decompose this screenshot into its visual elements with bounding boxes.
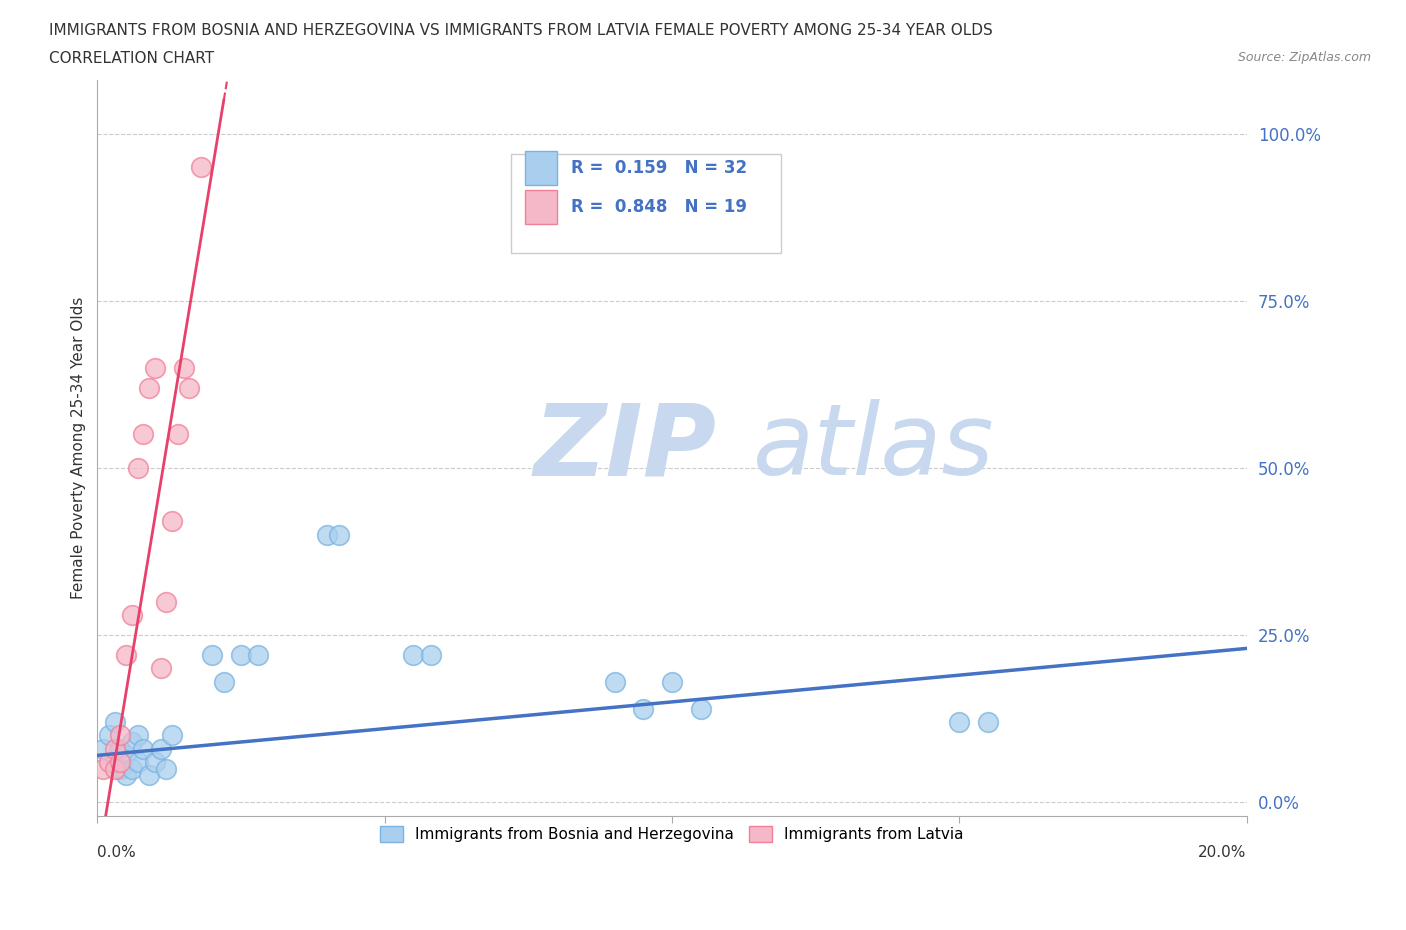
Point bbox=[661, 674, 683, 689]
Point bbox=[155, 594, 177, 609]
Point bbox=[179, 380, 201, 395]
Text: ZIP: ZIP bbox=[534, 399, 717, 497]
Point bbox=[121, 607, 143, 622]
Point bbox=[212, 674, 235, 689]
Point bbox=[402, 647, 425, 662]
Text: Source: ZipAtlas.com: Source: ZipAtlas.com bbox=[1237, 51, 1371, 64]
Point bbox=[631, 701, 654, 716]
Point bbox=[160, 514, 183, 529]
Point bbox=[138, 768, 160, 783]
Point bbox=[143, 754, 166, 769]
Point bbox=[110, 762, 132, 777]
Point bbox=[97, 728, 120, 743]
Point bbox=[127, 728, 149, 743]
Point bbox=[190, 160, 212, 175]
Legend: Immigrants from Bosnia and Herzegovina, Immigrants from Latvia: Immigrants from Bosnia and Herzegovina, … bbox=[374, 820, 970, 848]
Point bbox=[201, 647, 224, 662]
Point bbox=[104, 714, 127, 729]
Bar bbox=[524, 191, 557, 223]
Point bbox=[316, 527, 339, 542]
Point bbox=[166, 427, 188, 442]
Point bbox=[110, 754, 132, 769]
FancyBboxPatch shape bbox=[510, 153, 782, 253]
Point bbox=[91, 762, 114, 777]
Point bbox=[977, 714, 1000, 729]
Point bbox=[127, 754, 149, 769]
Text: IMMIGRANTS FROM BOSNIA AND HERZEGOVINA VS IMMIGRANTS FROM LATVIA FEMALE POVERTY : IMMIGRANTS FROM BOSNIA AND HERZEGOVINA V… bbox=[49, 23, 993, 38]
Point bbox=[155, 762, 177, 777]
Text: 20.0%: 20.0% bbox=[1198, 845, 1247, 860]
Text: CORRELATION CHART: CORRELATION CHART bbox=[49, 51, 214, 66]
Point bbox=[328, 527, 350, 542]
Point bbox=[115, 768, 138, 783]
Text: R =  0.848   N = 19: R = 0.848 N = 19 bbox=[571, 198, 747, 216]
Text: 0.0%: 0.0% bbox=[97, 845, 136, 860]
Point bbox=[110, 741, 132, 756]
Point bbox=[160, 728, 183, 743]
Point bbox=[143, 360, 166, 375]
Point bbox=[121, 762, 143, 777]
Bar bbox=[524, 152, 557, 184]
Point bbox=[110, 728, 132, 743]
Point bbox=[689, 701, 711, 716]
Point bbox=[104, 762, 127, 777]
Point bbox=[138, 380, 160, 395]
Y-axis label: Female Poverty Among 25-34 Year Olds: Female Poverty Among 25-34 Year Olds bbox=[72, 297, 86, 599]
Point bbox=[173, 360, 195, 375]
Point bbox=[97, 754, 120, 769]
Text: R =  0.159   N = 32: R = 0.159 N = 32 bbox=[571, 159, 747, 177]
Text: atlas: atlas bbox=[752, 399, 994, 497]
Point bbox=[91, 741, 114, 756]
Point bbox=[229, 647, 252, 662]
Point bbox=[115, 748, 138, 763]
Point bbox=[149, 741, 172, 756]
Point bbox=[603, 674, 626, 689]
Point bbox=[115, 647, 138, 662]
Point bbox=[419, 647, 441, 662]
Point bbox=[132, 427, 155, 442]
Point bbox=[127, 460, 149, 475]
Point bbox=[104, 741, 127, 756]
Point bbox=[121, 735, 143, 750]
Point bbox=[247, 647, 270, 662]
Point bbox=[132, 741, 155, 756]
Point bbox=[948, 714, 970, 729]
Point bbox=[104, 754, 127, 769]
Point bbox=[149, 661, 172, 676]
